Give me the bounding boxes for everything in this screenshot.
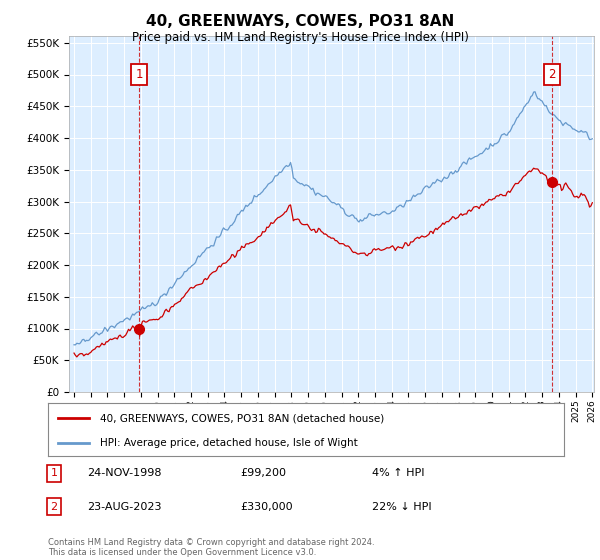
Text: 24-NOV-1998: 24-NOV-1998 [87, 468, 161, 478]
Text: Contains HM Land Registry data © Crown copyright and database right 2024.
This d: Contains HM Land Registry data © Crown c… [48, 538, 374, 557]
Text: Price paid vs. HM Land Registry's House Price Index (HPI): Price paid vs. HM Land Registry's House … [131, 31, 469, 44]
Text: 1: 1 [50, 468, 58, 478]
Text: 4% ↑ HPI: 4% ↑ HPI [372, 468, 425, 478]
Text: HPI: Average price, detached house, Isle of Wight: HPI: Average price, detached house, Isle… [100, 438, 358, 448]
Text: 40, GREENWAYS, COWES, PO31 8AN (detached house): 40, GREENWAYS, COWES, PO31 8AN (detached… [100, 413, 384, 423]
Text: 22% ↓ HPI: 22% ↓ HPI [372, 502, 431, 512]
Text: 23-AUG-2023: 23-AUG-2023 [87, 502, 161, 512]
Text: £330,000: £330,000 [240, 502, 293, 512]
Text: £99,200: £99,200 [240, 468, 286, 478]
Text: 2: 2 [548, 68, 556, 81]
Text: 2: 2 [50, 502, 58, 512]
Text: 40, GREENWAYS, COWES, PO31 8AN: 40, GREENWAYS, COWES, PO31 8AN [146, 14, 454, 29]
Text: 1: 1 [136, 68, 143, 81]
